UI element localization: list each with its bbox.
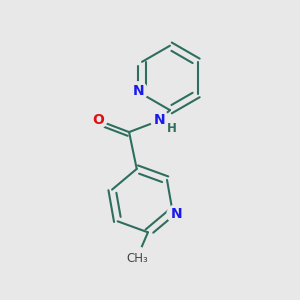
Text: N: N [170, 207, 182, 221]
Circle shape [88, 110, 107, 129]
Circle shape [165, 122, 179, 135]
Circle shape [129, 82, 148, 100]
Text: N: N [133, 84, 144, 98]
Text: O: O [92, 112, 104, 127]
Circle shape [151, 110, 169, 129]
Circle shape [167, 205, 185, 223]
Text: N: N [154, 112, 166, 127]
Text: CH₃: CH₃ [126, 252, 148, 265]
Circle shape [125, 247, 149, 270]
Text: H: H [167, 122, 177, 135]
